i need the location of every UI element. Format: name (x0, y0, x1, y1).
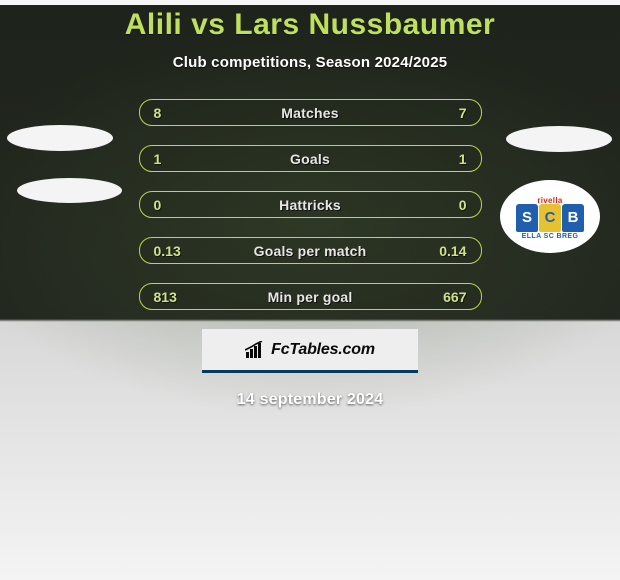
stat-left-value: 8 (154, 105, 194, 121)
stat-row-goals: 1 Goals 1 (139, 145, 482, 172)
stat-right-value: 667 (427, 289, 467, 305)
comparison-card: Alili vs Lars Nussbaumer Club competitio… (0, 0, 620, 409)
stat-right-value: 7 (427, 105, 467, 121)
brand-label: FcTables.com (271, 341, 375, 359)
stat-left-value: 0 (154, 197, 194, 213)
stat-right-value: 0.14 (427, 243, 467, 259)
stat-left-value: 0.13 (154, 243, 194, 259)
page-title: Alili vs Lars Nussbaumer (0, 8, 620, 42)
stat-row-matches: 8 Matches 7 (139, 99, 482, 126)
stat-row-min-per-goal: 813 Min per goal 667 (139, 283, 482, 310)
stat-left-value: 1 (154, 151, 194, 167)
subtitle: Club competitions, Season 2024/2025 (0, 54, 620, 71)
stat-row-hattricks: 0 Hattricks 0 (139, 191, 482, 218)
stat-label: Matches (194, 105, 427, 121)
stat-right-value: 0 (427, 197, 467, 213)
stat-label: Min per goal (194, 289, 427, 305)
date-text: 14 september 2024 (0, 391, 620, 409)
stat-row-goals-per-match: 0.13 Goals per match 0.14 (139, 237, 482, 264)
stats-list: 8 Matches 7 1 Goals 1 0 Hattricks 0 0.13… (139, 99, 482, 310)
bar-chart-icon (245, 341, 267, 359)
brand-box[interactable]: FcTables.com (202, 329, 418, 373)
stat-left-value: 813 (154, 289, 194, 305)
stat-right-value: 1 (427, 151, 467, 167)
stat-label: Hattricks (194, 197, 427, 213)
stat-label: Goals (194, 151, 427, 167)
stat-label: Goals per match (194, 243, 427, 259)
